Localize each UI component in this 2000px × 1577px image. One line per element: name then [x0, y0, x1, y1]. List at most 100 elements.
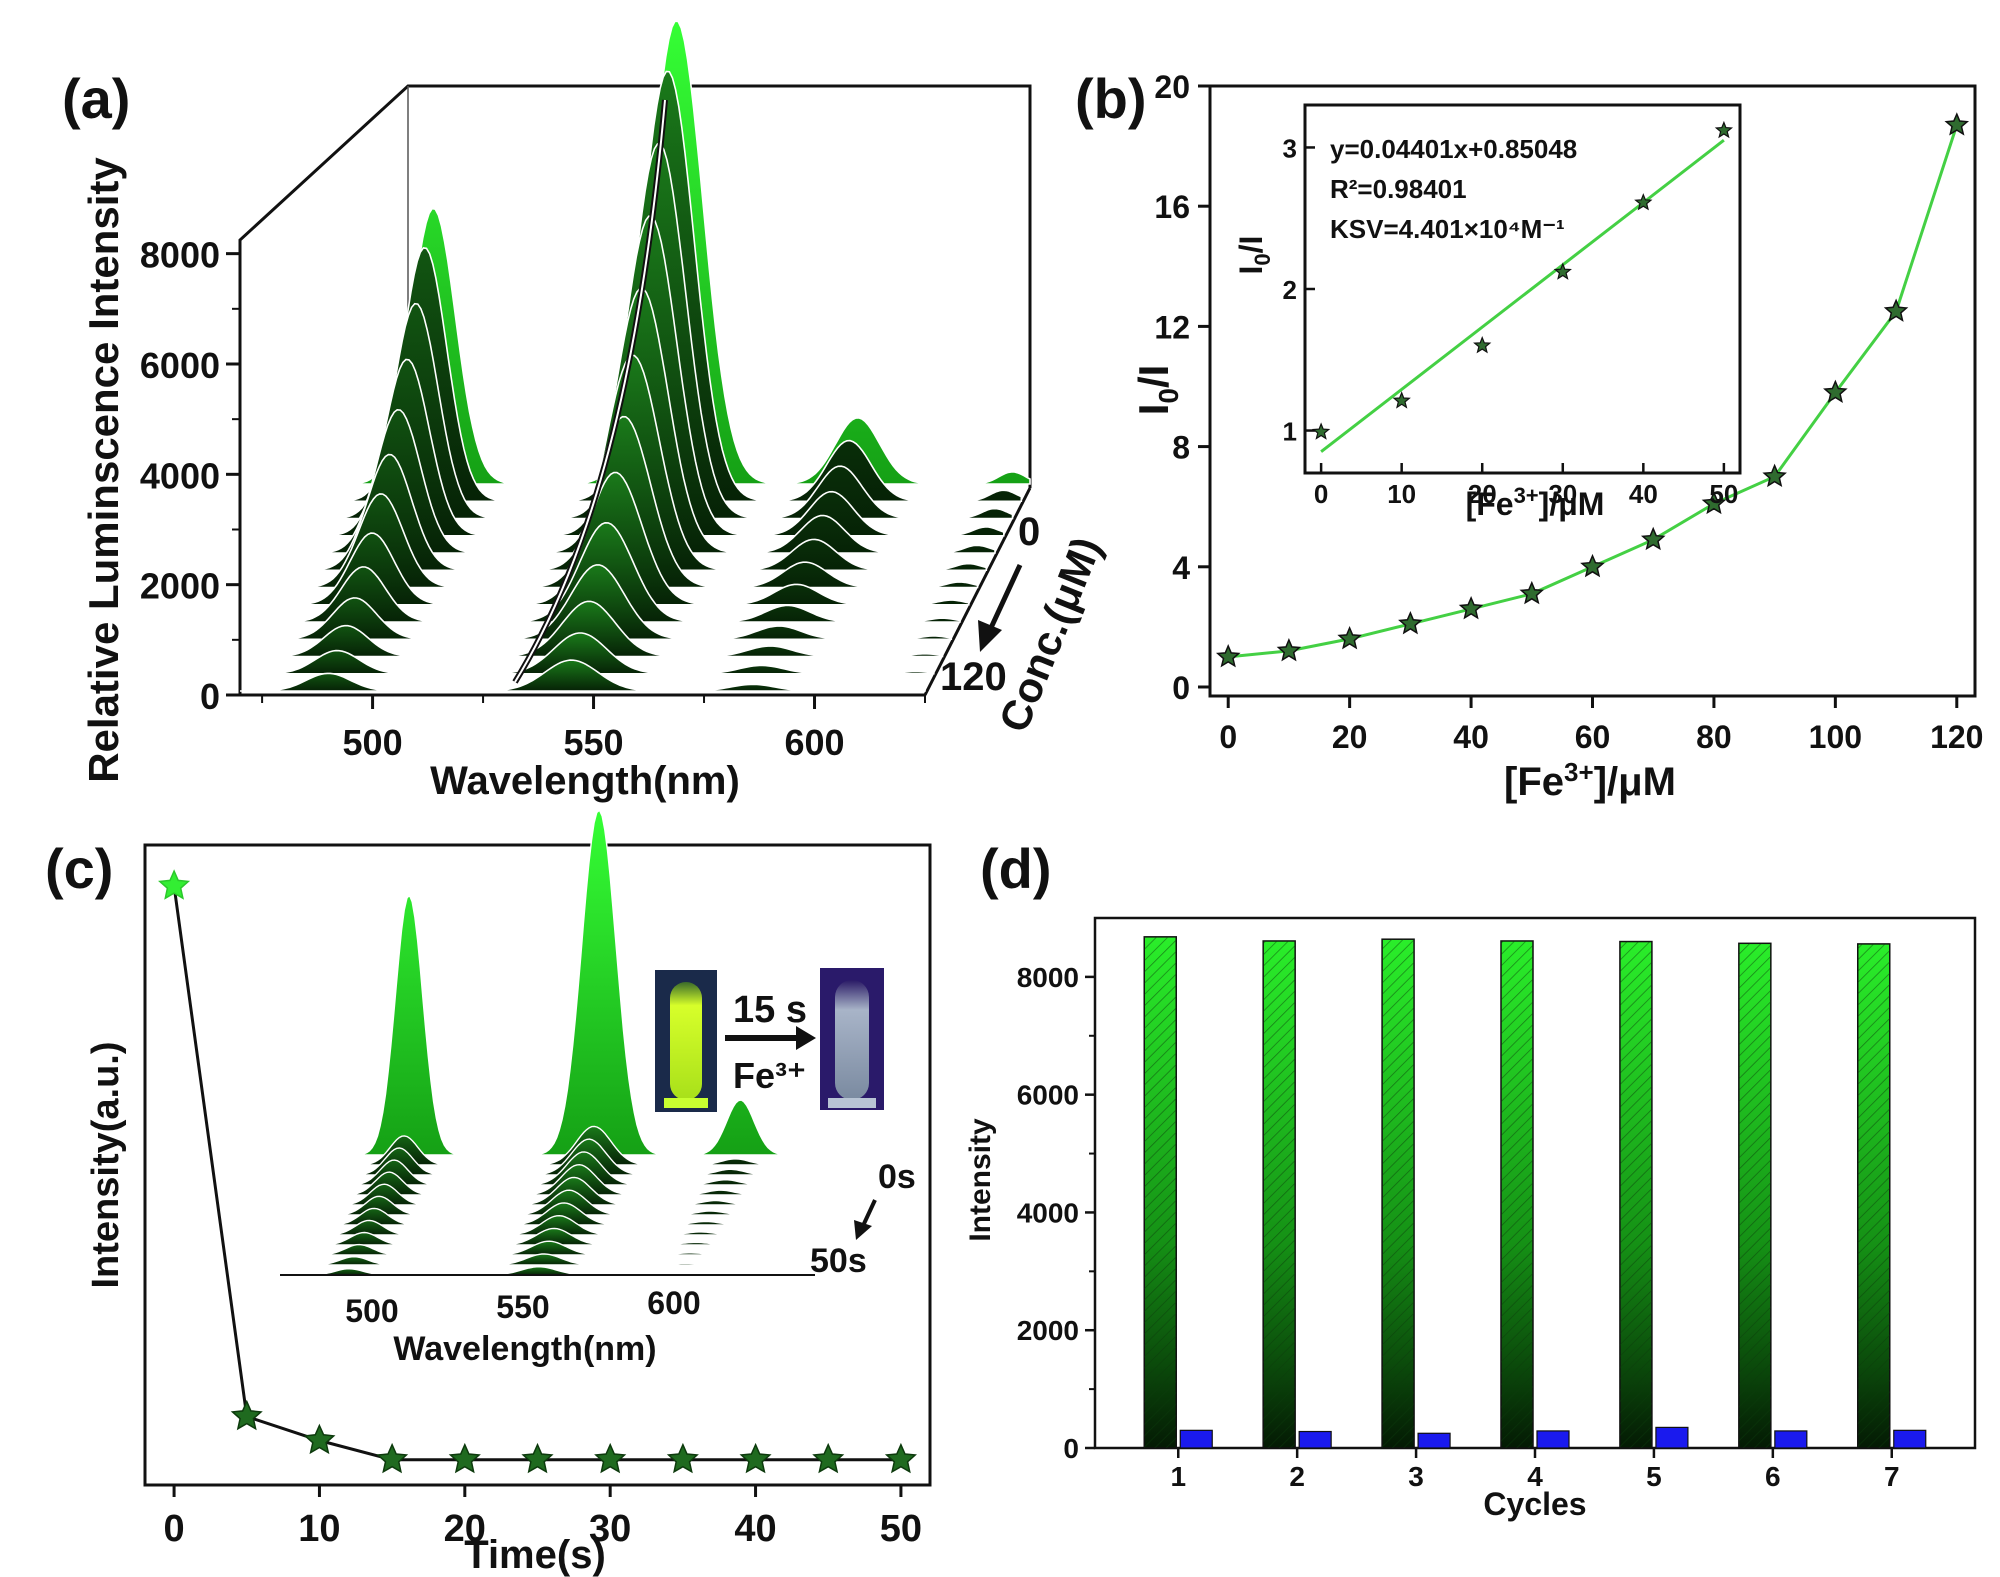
panel-c-axes: 0 10 20 30 40 50 [164, 1485, 922, 1550]
panel-a-zlabel: Conc.(μM) [990, 530, 1110, 738]
panel-d-x-tick-label: 6 [1765, 1461, 1781, 1492]
panel-b-point [1762, 463, 1787, 488]
panel-b-point [1276, 637, 1302, 662]
panel-d-bar-after [1298, 1430, 1332, 1449]
panel-c-inset-z-50s: 50s [810, 1242, 867, 1280]
panel-d-bar-before-hatch [1144, 936, 1177, 1448]
panel-d-x-tick-label: 7 [1884, 1461, 1900, 1492]
panel-c-inset-z-arrow [860, 1199, 877, 1229]
panel-b-inset-frame [1303, 103, 1742, 475]
panel-d-bar-after [1536, 1430, 1570, 1449]
panel-b-point [1580, 553, 1605, 578]
panel-b-point [1215, 643, 1241, 668]
panel-d-bar-after [1179, 1429, 1213, 1449]
panel-c-vial-photo-after [820, 968, 884, 1110]
panel-a-z-tick-120: 120 [940, 655, 1007, 699]
panel-b-point [1640, 526, 1666, 551]
panel-a-x-ticks: 500 550 600 [261, 695, 926, 763]
panel-b-y-tick-label: 0 [1172, 670, 1190, 706]
panel-a-z-axis [923, 487, 1032, 696]
panel-a-y-tick-label: 6000 [140, 345, 220, 386]
panel-c-point [884, 1442, 917, 1474]
panel-d-bar-after [1655, 1426, 1689, 1449]
panel-a-y-tick-label: 8000 [140, 235, 220, 276]
panel-b-point [1337, 625, 1362, 650]
panel-c-point [230, 1399, 263, 1431]
panel-b-point [1398, 610, 1423, 635]
panel-b-series [1215, 112, 1970, 668]
panel-b-inset-r2: R²=0.98401 [1330, 174, 1467, 204]
panel-b-point [1944, 112, 1970, 136]
panel-d-bar-before-hatch [1263, 940, 1296, 1448]
panel-b-x-tick-label: 80 [1696, 719, 1732, 755]
panel-a-y-tick-label: 2000 [140, 566, 220, 607]
panel-d-x-tick-label: 1 [1170, 1461, 1186, 1492]
panel-c-inset-trace [305, 1202, 840, 1226]
panel-a-trace [292, 415, 979, 589]
panel-d-y-tick-label: 6000 [1017, 1080, 1079, 1111]
panel-d-y-tick-label: 0 [1063, 1433, 1079, 1464]
panel-a-x-tick-label: 500 [343, 722, 403, 763]
panel-c-inset-trace [340, 809, 875, 1156]
panel-c-x-tick-label: 20 [444, 1508, 486, 1550]
panel-c-point [739, 1442, 772, 1474]
panel-c-inset-tick-600: 600 [647, 1285, 700, 1321]
panel-c-point [521, 1442, 554, 1474]
panel-b-inset-point [1392, 391, 1411, 409]
panel-b-y-tick-label: 4 [1172, 550, 1190, 586]
panel-c-x-tick-label: 40 [734, 1508, 776, 1550]
panel-c-x-tick-label: 30 [589, 1508, 631, 1550]
panel-b-point [1458, 595, 1484, 620]
panel-b-point [1883, 298, 1909, 322]
panel-b-inset-point [1714, 120, 1734, 139]
panel-c-label: (c) [45, 837, 113, 900]
panel-b-inset-y-tick-label: 3 [1283, 133, 1297, 163]
panel-a-z-arrow-head [978, 620, 1002, 652]
panel-b-point [1519, 580, 1545, 605]
panel-c-point [303, 1423, 336, 1455]
panel-b-inset-x-tick-label: 30 [1548, 479, 1577, 509]
panel-a-traces [240, 20, 1031, 692]
panel-c-reaction-arrow-head [796, 1026, 816, 1050]
panel-c-inset-trace [310, 1189, 845, 1216]
panel-c-inset-spectra [280, 809, 875, 1276]
panel-b-inset-ksv: KSV=4.401×10⁴M⁻¹ [1330, 214, 1565, 244]
panel-c-inset-trace [290, 1240, 825, 1256]
panel-c-inset-tick-500: 500 [345, 1293, 398, 1329]
panel-d-x-tick-label: 4 [1527, 1461, 1543, 1492]
panel-a-trace [248, 632, 935, 675]
panel-d-bar-before-hatch [1619, 941, 1652, 1448]
panel-d-label: (d) [980, 837, 1052, 900]
panel-d-y-tick-label: 2000 [1017, 1315, 1079, 1346]
panel-c-point [812, 1442, 845, 1474]
panel-b-inset-point [1311, 422, 1331, 440]
panel-c-vial-photo-before [655, 970, 717, 1112]
panel-c-inset-tick-550: 550 [496, 1289, 549, 1325]
panel-d-bar-before-hatch [1501, 940, 1533, 1448]
panel-d-bar-after [1417, 1432, 1451, 1449]
panel-a-label: (a) [62, 67, 130, 130]
panel-a-trace [275, 521, 961, 623]
panel-b-inset-y-tick-label: 1 [1283, 417, 1297, 447]
panel-b-y-tick-label: 12 [1154, 309, 1190, 345]
panel-b-x-tick-label: 0 [1219, 719, 1237, 755]
panel-b-inset-point [1634, 193, 1653, 211]
panel-d-bar-after [1893, 1429, 1927, 1449]
panel-b-inset-x-tick-label: 40 [1629, 479, 1658, 509]
panel-d-x-tick-label: 5 [1646, 1461, 1662, 1492]
panel-a-xlabel: Wavelength(nm) [430, 759, 740, 803]
panel-c-point [666, 1442, 699, 1474]
panel-d-bars [1143, 936, 1927, 1449]
panel-d-x-tick-label: 3 [1408, 1461, 1424, 1492]
panel-a-ylabel: Relative Luminscence Intensity [80, 157, 127, 783]
panel-c-x-tick-label: 0 [164, 1508, 185, 1550]
panel-b-y-tick-label: 8 [1172, 430, 1190, 466]
panel-a-trace [265, 564, 953, 641]
panel-c-point [158, 869, 191, 900]
panel-c-x-tick-label: 10 [298, 1508, 340, 1550]
panel-a-x-tick-label: 600 [784, 722, 844, 763]
panel-c-inset-z-arrow-head [854, 1220, 872, 1240]
panel-a-x-tick-label: 550 [564, 722, 624, 763]
